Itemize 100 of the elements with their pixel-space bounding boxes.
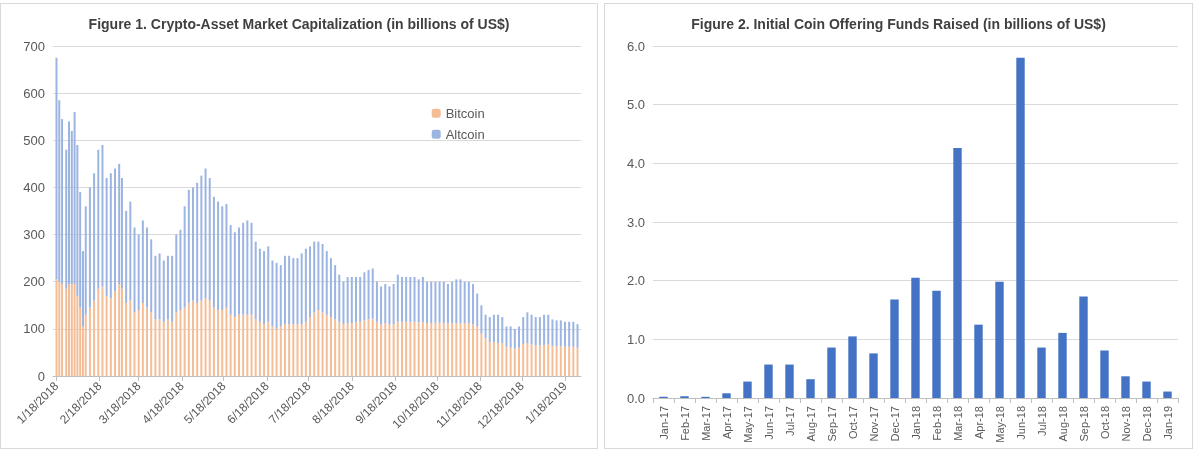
bar	[543, 344, 546, 376]
bar	[559, 320, 562, 347]
bar	[576, 324, 579, 348]
bar	[522, 317, 525, 344]
bar	[417, 322, 420, 376]
y-tick-label: 0.0	[626, 390, 645, 406]
bar	[105, 178, 108, 296]
bar	[488, 342, 491, 376]
bar	[472, 324, 475, 376]
y-tick-label: 300	[23, 227, 45, 243]
bar	[463, 323, 466, 376]
bar	[1037, 347, 1046, 398]
bar	[279, 326, 282, 376]
bar	[409, 321, 412, 376]
bar	[396, 274, 399, 322]
bar	[371, 318, 374, 376]
x-tick-label: Nov-18	[1119, 406, 1132, 442]
bar	[342, 281, 345, 325]
bar	[321, 244, 324, 313]
bar	[338, 274, 341, 322]
bar	[129, 201, 132, 301]
x-tick-label: Jan-17	[657, 406, 670, 440]
bar	[363, 272, 366, 321]
bar	[405, 277, 408, 322]
bar	[288, 255, 291, 325]
bar	[572, 346, 575, 376]
bar	[263, 324, 266, 376]
bar	[350, 323, 353, 376]
bar	[221, 206, 224, 310]
bar	[313, 241, 316, 313]
bar	[175, 312, 178, 376]
bar	[576, 347, 579, 376]
x-tick-label: Jul-17	[783, 406, 796, 436]
bar	[225, 203, 228, 308]
bar	[953, 148, 962, 398]
bar	[204, 168, 207, 299]
bar	[141, 302, 144, 376]
bar	[125, 302, 128, 376]
bar	[384, 284, 387, 324]
bar	[150, 239, 153, 313]
bar	[187, 189, 190, 303]
bar	[196, 182, 199, 303]
bar	[463, 281, 466, 324]
bar	[417, 279, 420, 323]
bar	[183, 206, 186, 308]
bar	[133, 312, 136, 376]
bar	[911, 277, 920, 398]
bar	[212, 307, 215, 376]
bar	[93, 300, 96, 376]
bar	[488, 317, 491, 343]
bar	[480, 305, 483, 334]
bar	[446, 323, 449, 376]
x-tick-label: Apr-17	[720, 406, 733, 440]
bar	[334, 265, 337, 320]
bar	[1016, 57, 1025, 398]
bar	[559, 346, 562, 376]
bar	[434, 322, 437, 376]
bar	[158, 319, 161, 376]
bar	[258, 321, 261, 376]
bar	[338, 321, 341, 376]
bar	[292, 324, 295, 376]
bar	[146, 307, 149, 376]
x-tick-label: Apr-18	[972, 406, 985, 440]
x-tick-label: May-18	[993, 406, 1006, 443]
bar	[217, 201, 220, 310]
bar	[442, 323, 445, 376]
bar	[513, 348, 516, 376]
bar	[355, 277, 358, 322]
bar	[97, 288, 100, 376]
bar	[171, 255, 174, 322]
bar	[200, 300, 203, 376]
x-tick-label: Mar-18	[951, 406, 964, 441]
bar	[568, 321, 571, 347]
bar	[229, 314, 232, 376]
y-tick-label: 2.0	[626, 273, 645, 289]
bar	[175, 234, 178, 313]
y-tick-label: 3.0	[626, 214, 645, 230]
bar	[246, 314, 249, 376]
bar	[421, 277, 424, 323]
bar	[125, 211, 128, 303]
x-tick-label: Jun-17	[762, 406, 775, 440]
bar	[120, 288, 123, 376]
bar	[217, 310, 220, 376]
bar	[296, 258, 299, 325]
bar	[380, 286, 383, 325]
bar	[572, 321, 575, 347]
legend-label: Bitcoin	[445, 105, 485, 121]
bar	[827, 347, 836, 398]
bar	[296, 324, 299, 376]
bar	[492, 342, 495, 376]
bar	[279, 265, 282, 327]
bar	[246, 220, 249, 315]
bar	[187, 302, 190, 376]
bar	[451, 281, 454, 324]
y-tick-label: 200	[23, 274, 45, 290]
bar	[68, 121, 71, 285]
bar	[237, 227, 240, 315]
bar	[250, 222, 253, 315]
bar	[409, 277, 412, 322]
bar	[288, 324, 291, 376]
